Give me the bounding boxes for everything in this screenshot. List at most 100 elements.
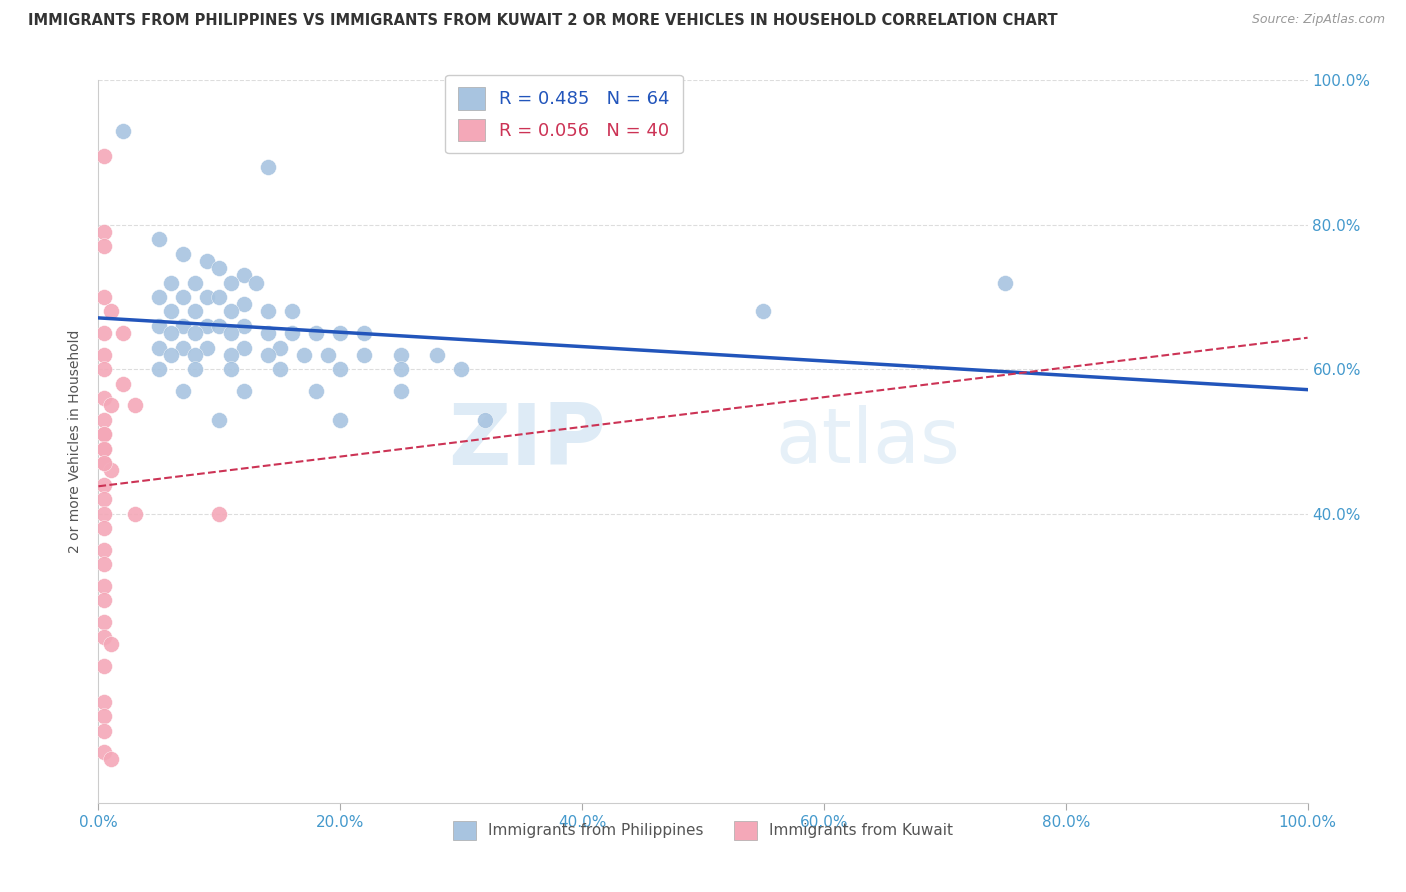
Point <box>305 326 328 340</box>
Point <box>172 246 194 260</box>
Point <box>93 239 115 253</box>
Point <box>389 384 412 398</box>
Point <box>221 276 243 290</box>
Point <box>93 579 115 593</box>
Point <box>93 521 115 535</box>
Point <box>353 348 375 362</box>
Point <box>281 326 304 340</box>
Point <box>93 456 115 470</box>
Point <box>389 362 412 376</box>
Point <box>232 318 254 333</box>
Point <box>208 261 231 276</box>
Point <box>148 318 170 333</box>
Point <box>100 637 122 651</box>
Point <box>93 348 115 362</box>
Point <box>93 149 115 163</box>
Point <box>232 384 254 398</box>
Point <box>256 304 278 318</box>
Point <box>172 318 194 333</box>
Point <box>329 413 352 427</box>
Point <box>160 304 183 318</box>
Point <box>329 362 352 376</box>
Point <box>256 348 278 362</box>
Point <box>281 304 304 318</box>
Point <box>426 348 449 362</box>
Point <box>450 362 472 376</box>
Point <box>232 297 254 311</box>
Point <box>329 326 352 340</box>
Point <box>93 290 115 304</box>
Point <box>172 290 194 304</box>
Point <box>93 630 115 644</box>
Point <box>124 507 146 521</box>
Point <box>245 276 267 290</box>
Point <box>994 276 1017 290</box>
Point <box>93 427 115 442</box>
Text: ZIP: ZIP <box>449 400 606 483</box>
Point <box>111 326 134 340</box>
Point <box>208 413 231 427</box>
Point <box>93 225 115 239</box>
Point <box>221 348 243 362</box>
Point <box>389 348 412 362</box>
Point <box>160 326 183 340</box>
Point <box>93 558 115 572</box>
Point <box>752 304 775 318</box>
Point <box>184 326 207 340</box>
Point <box>93 723 115 738</box>
Point <box>221 304 243 318</box>
Point <box>93 391 115 405</box>
Point <box>111 124 134 138</box>
Point <box>160 276 183 290</box>
Point <box>256 160 278 174</box>
Point <box>100 752 122 766</box>
Point <box>93 492 115 507</box>
Point <box>148 232 170 246</box>
Point <box>93 362 115 376</box>
Point <box>93 593 115 607</box>
Text: atlas: atlas <box>776 405 960 478</box>
Point <box>195 341 218 355</box>
Point <box>100 463 122 477</box>
Point <box>148 290 170 304</box>
Point <box>93 413 115 427</box>
Point <box>269 362 291 376</box>
Point <box>93 442 115 456</box>
Point <box>100 398 122 412</box>
Point <box>221 362 243 376</box>
Point <box>221 326 243 340</box>
Point <box>93 658 115 673</box>
Point <box>208 290 231 304</box>
Point <box>184 304 207 318</box>
Point <box>148 362 170 376</box>
Point <box>148 341 170 355</box>
Point <box>474 413 496 427</box>
Point <box>93 542 115 557</box>
Point <box>316 348 339 362</box>
Point <box>93 745 115 759</box>
Point <box>93 442 115 456</box>
Point <box>93 695 115 709</box>
Point <box>93 507 115 521</box>
Y-axis label: 2 or more Vehicles in Household: 2 or more Vehicles in Household <box>69 330 83 553</box>
Point <box>232 268 254 283</box>
Point <box>184 348 207 362</box>
Point <box>160 348 183 362</box>
Point <box>93 427 115 442</box>
Point <box>208 507 231 521</box>
Point <box>292 348 315 362</box>
Text: IMMIGRANTS FROM PHILIPPINES VS IMMIGRANTS FROM KUWAIT 2 OR MORE VEHICLES IN HOUS: IMMIGRANTS FROM PHILIPPINES VS IMMIGRANT… <box>28 13 1057 29</box>
Point <box>172 384 194 398</box>
Point <box>256 326 278 340</box>
Point <box>111 376 134 391</box>
Point <box>93 615 115 630</box>
Point <box>124 398 146 412</box>
Point <box>184 276 207 290</box>
Legend: Immigrants from Philippines, Immigrants from Kuwait: Immigrants from Philippines, Immigrants … <box>447 815 959 846</box>
Point <box>208 318 231 333</box>
Point <box>172 341 194 355</box>
Point <box>195 253 218 268</box>
Point <box>93 709 115 723</box>
Point <box>232 341 254 355</box>
Point <box>93 456 115 470</box>
